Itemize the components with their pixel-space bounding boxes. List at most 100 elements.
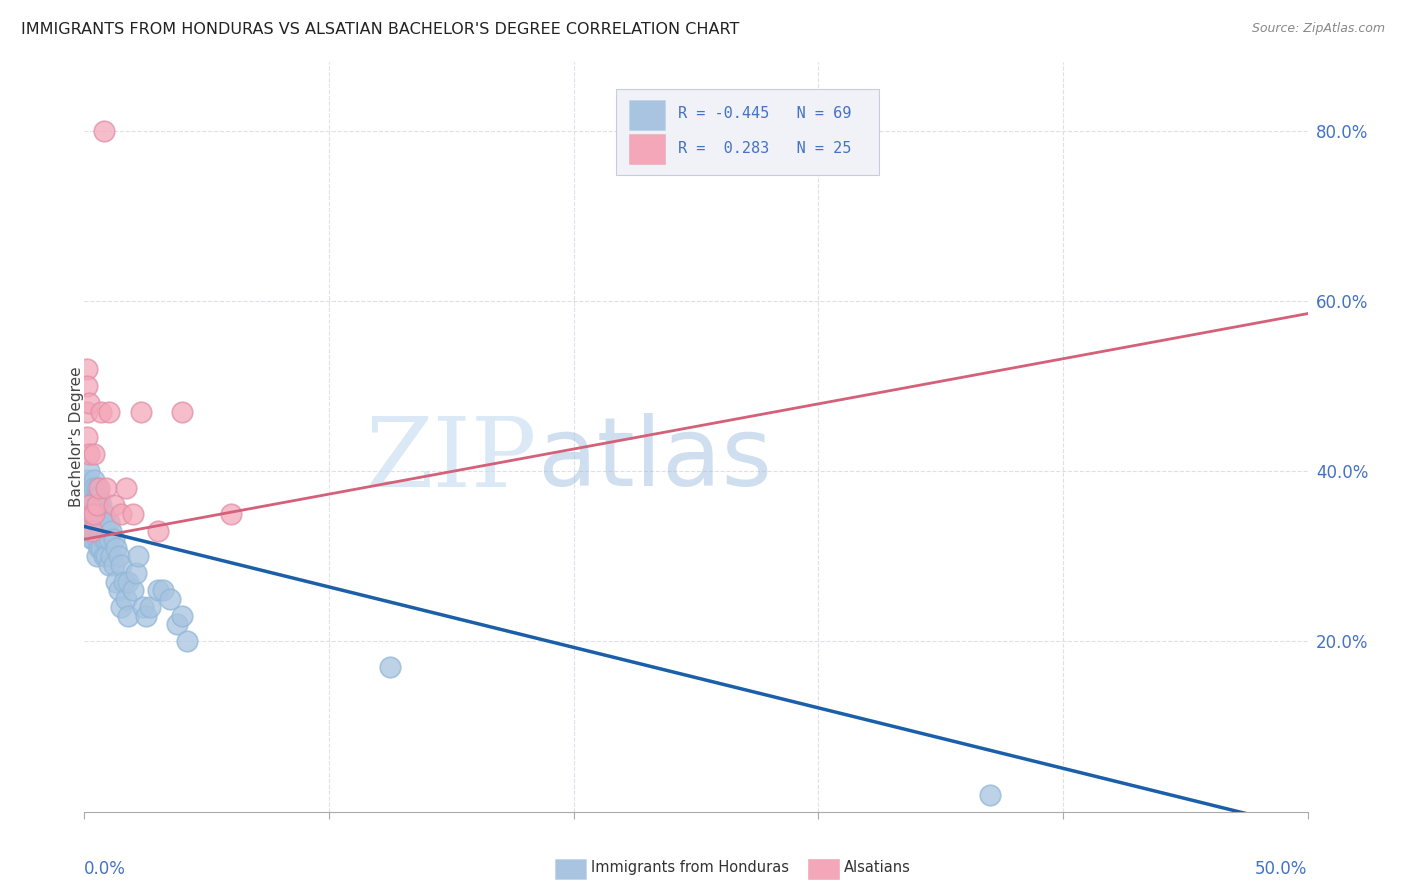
- Point: [80, 524, 103, 538]
- Point: [76, 379, 98, 393]
- Text: R =  0.283   N = 25: R = 0.283 N = 25: [678, 141, 851, 156]
- Point: [97, 515, 120, 529]
- Point: [77, 481, 100, 495]
- Point: [77, 396, 100, 410]
- Point: [77, 498, 100, 512]
- Point: [80, 507, 103, 521]
- Point: [107, 583, 129, 598]
- Point: [77, 498, 100, 512]
- Point: [97, 404, 120, 418]
- Point: [93, 123, 115, 137]
- Point: [112, 574, 135, 589]
- Point: [80, 490, 103, 504]
- Point: [87, 524, 110, 538]
- Point: [90, 541, 112, 555]
- Point: [87, 541, 110, 555]
- Point: [93, 549, 115, 564]
- Point: [979, 788, 1001, 802]
- Point: [96, 533, 118, 547]
- Point: [146, 583, 169, 598]
- Text: Alsatians: Alsatians: [844, 860, 911, 874]
- Point: [100, 549, 122, 564]
- Point: [86, 490, 108, 504]
- Point: [83, 447, 105, 461]
- Text: IMMIGRANTS FROM HONDURAS VS ALSATIAN BACHELOR'S DEGREE CORRELATION CHART: IMMIGRANTS FROM HONDURAS VS ALSATIAN BAC…: [21, 22, 740, 37]
- Text: Immigrants from Honduras: Immigrants from Honduras: [591, 860, 789, 874]
- Point: [76, 404, 98, 418]
- Point: [80, 507, 103, 521]
- Point: [83, 507, 105, 521]
- Text: atlas: atlas: [537, 413, 772, 506]
- Point: [152, 583, 174, 598]
- Point: [77, 464, 100, 478]
- Point: [86, 481, 108, 495]
- Point: [86, 515, 108, 529]
- Point: [80, 515, 103, 529]
- Point: [83, 507, 105, 521]
- Point: [80, 524, 103, 538]
- Point: [77, 447, 100, 461]
- Point: [97, 533, 120, 547]
- Point: [96, 549, 118, 564]
- Text: ZIP: ZIP: [366, 413, 537, 507]
- Point: [86, 533, 108, 547]
- Point: [90, 498, 112, 512]
- Point: [380, 660, 402, 674]
- Point: [125, 566, 148, 581]
- Point: [115, 481, 138, 495]
- Point: [96, 481, 118, 495]
- Point: [103, 533, 125, 547]
- Text: 50.0%: 50.0%: [1256, 861, 1308, 879]
- Text: 0.0%: 0.0%: [84, 861, 127, 879]
- Point: [117, 608, 139, 623]
- Point: [76, 507, 98, 521]
- Point: [122, 507, 145, 521]
- Point: [93, 515, 115, 529]
- Point: [86, 507, 108, 521]
- FancyBboxPatch shape: [628, 134, 665, 163]
- Point: [76, 430, 98, 444]
- Point: [107, 549, 129, 564]
- Point: [132, 600, 155, 615]
- Text: R = -0.445   N = 69: R = -0.445 N = 69: [678, 106, 851, 121]
- Point: [86, 549, 108, 564]
- Point: [110, 558, 132, 572]
- Point: [135, 608, 157, 623]
- Point: [87, 515, 110, 529]
- Point: [90, 524, 112, 538]
- Point: [83, 524, 105, 538]
- Point: [146, 524, 169, 538]
- Point: [76, 473, 98, 487]
- Point: [117, 574, 139, 589]
- Point: [83, 481, 105, 495]
- Point: [105, 541, 128, 555]
- Point: [93, 507, 115, 521]
- Point: [103, 558, 125, 572]
- Point: [83, 473, 105, 487]
- Point: [172, 404, 194, 418]
- Point: [100, 524, 122, 538]
- Point: [129, 404, 152, 418]
- Text: Source: ZipAtlas.com: Source: ZipAtlas.com: [1251, 22, 1385, 36]
- Point: [76, 362, 98, 376]
- Point: [86, 498, 108, 512]
- Point: [87, 490, 110, 504]
- Point: [90, 404, 112, 418]
- FancyBboxPatch shape: [616, 88, 880, 175]
- Point: [115, 591, 138, 606]
- Point: [122, 583, 145, 598]
- Point: [103, 498, 125, 512]
- Point: [110, 507, 132, 521]
- Y-axis label: Bachelor's Degree: Bachelor's Degree: [69, 367, 83, 508]
- Point: [166, 617, 188, 632]
- Point: [90, 507, 112, 521]
- Point: [172, 608, 194, 623]
- Point: [110, 600, 132, 615]
- Point: [176, 634, 198, 648]
- Point: [93, 533, 115, 547]
- Point: [96, 515, 118, 529]
- Point: [83, 533, 105, 547]
- Point: [87, 498, 110, 512]
- Point: [139, 600, 162, 615]
- Point: [80, 533, 103, 547]
